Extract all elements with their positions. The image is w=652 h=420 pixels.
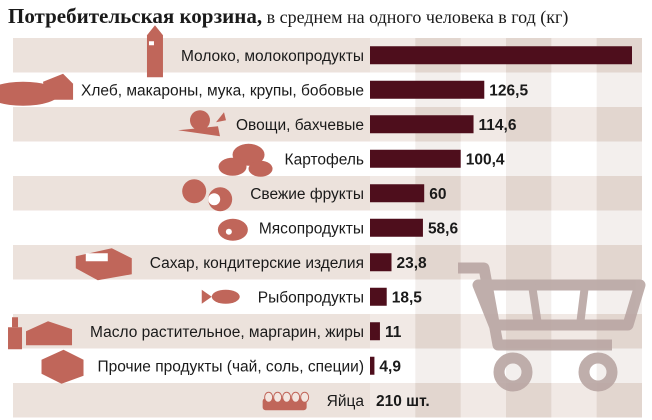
value-label: 23,8	[397, 255, 428, 272]
box-label	[85, 253, 108, 262]
flour-bag	[43, 73, 74, 100]
bottle-neck	[12, 317, 19, 328]
bar	[370, 287, 387, 306]
value-label: 100,4	[466, 151, 505, 168]
meat-icon	[217, 218, 248, 241]
category-label: Молоко, молокопродукты	[181, 48, 364, 65]
fruit-icon	[182, 179, 233, 212]
tea-box-icon	[41, 349, 84, 384]
pear	[182, 179, 207, 204]
chart-title: Потребительская корзина, в среднем на од…	[8, 4, 568, 29]
column-stripe	[460, 38, 506, 418]
value-label: 11	[385, 324, 402, 341]
milk-carton-icon	[146, 25, 163, 78]
potato	[248, 160, 273, 177]
title-bold: Потребительская корзина,	[8, 4, 263, 28]
bar	[370, 184, 425, 203]
cart-wheel	[578, 352, 618, 392]
category-label: Прочие продукты (чай, соль, специи)	[98, 358, 364, 375]
category-label: Рыбопродукты	[258, 289, 364, 306]
butter	[26, 321, 73, 346]
bone	[225, 228, 232, 235]
cart-ribs	[528, 284, 589, 326]
egg	[273, 391, 283, 403]
category-label: Масло растительное, маргарин, жиры	[90, 324, 364, 341]
category-label: Свежие фрукты	[250, 186, 364, 203]
row-stripe	[13, 176, 642, 211]
bottle	[8, 327, 23, 350]
tomato	[189, 110, 210, 131]
bar	[370, 115, 474, 134]
value-label: 58,6	[428, 220, 459, 237]
row-stripe	[13, 383, 642, 418]
cart-wheel	[493, 352, 533, 392]
egg	[300, 391, 310, 403]
vegetables-icon	[177, 110, 226, 137]
steak	[217, 218, 248, 241]
value-label: 210 шт.	[376, 393, 430, 410]
category-label: Картофель	[285, 151, 364, 168]
category-label: Сахар, кондитерские изделия	[150, 255, 364, 272]
bar	[370, 80, 485, 99]
cart-basket	[472, 279, 646, 331]
bar	[370, 253, 392, 272]
potato	[218, 157, 247, 176]
bread-icon	[0, 73, 74, 106]
leaves	[215, 112, 226, 123]
shopping-cart-icon	[458, 262, 646, 392]
oil-butter-icon	[8, 317, 73, 350]
value-label: 60	[429, 186, 446, 203]
eggs-icon	[262, 391, 310, 411]
fish-tail	[201, 289, 212, 304]
category-label: Яйца	[327, 393, 365, 410]
egg	[282, 391, 292, 403]
fish-icon	[201, 289, 240, 304]
egg	[264, 391, 274, 403]
category-label: Хлеб, макароны, мука, крупы, бобовые	[81, 82, 364, 99]
fish-body	[211, 289, 240, 304]
title-rest: в среднем на одного человека в год (кг)	[262, 7, 569, 27]
value-label: 4,9	[379, 358, 401, 375]
sugar-box-icon	[75, 248, 132, 281]
bar	[370, 149, 461, 168]
egg	[291, 391, 301, 403]
carton-label	[148, 41, 154, 46]
tea-box	[41, 349, 84, 384]
bar	[370, 46, 632, 65]
category-label: Мясопродукты	[259, 220, 364, 237]
value-label: 126,5	[489, 82, 528, 99]
carrot	[177, 126, 220, 137]
carton	[146, 25, 163, 78]
value-label: 114,6	[479, 117, 517, 134]
category-label: Овощи, бахчевые	[236, 117, 364, 134]
potato-icon	[218, 143, 273, 177]
apple-cut	[208, 193, 221, 206]
column-stripe	[551, 38, 597, 418]
row-stripe	[13, 107, 642, 142]
value-label: 18,5	[392, 289, 423, 306]
bar	[370, 322, 380, 341]
bar	[370, 218, 423, 237]
bar	[370, 356, 375, 375]
